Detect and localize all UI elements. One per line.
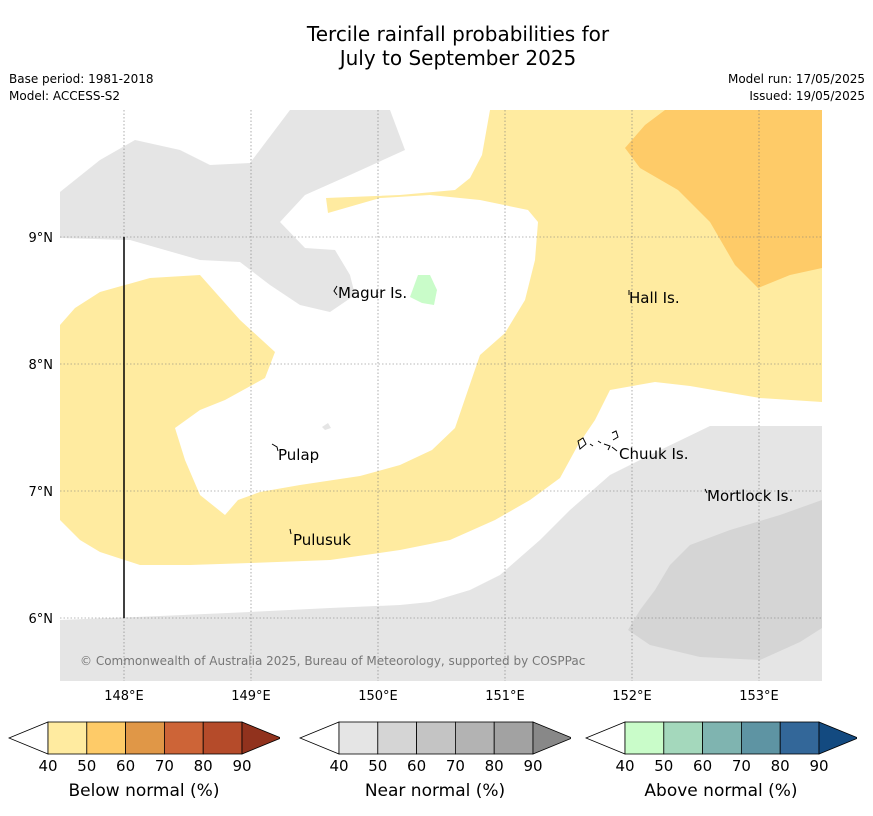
colorbar-tick-label: 70 [732,757,751,775]
colorbar-tick-label: 70 [155,757,174,775]
pulusuk-island-mark [289,528,292,535]
issued-text: Issued: 19/05/2025 [749,89,865,103]
colorbar-segment [740,721,781,755]
place-label-hall: Hall Is. [629,289,680,307]
place-label-chuuk: Chuuk Is. [619,445,688,463]
colorbar-segment [702,721,742,755]
below-normal-region-northeast [625,110,822,288]
lat-label-6: 6°N [29,612,54,627]
lat-label-8: 8°N [29,358,54,373]
place-label-pulusuk: Pulusuk [293,531,351,549]
place-label-magur: Magur Is. [338,284,407,302]
colorbar-segment [86,721,127,755]
colorbar-tick-label: 60 [116,757,135,775]
gridlines [60,110,822,681]
colorbar-tick-label: 40 [329,757,348,775]
colorbar-segment [779,721,820,755]
colorbar-below-normal: 40 50 60 70 80 90 [8,721,280,775]
colorbar-tick-label: 40 [38,757,57,775]
colorbar-segment [377,721,418,755]
below-normal-region-west [60,110,822,565]
meta-left: Base period: 1981-2018 Model: ACCESS-S2 [9,71,154,105]
island-marks [271,285,708,535]
pulap-island-mark [271,443,279,452]
colorbar-segment [125,721,165,755]
colorbar-label-near-normal: Near normal (%) [364,781,506,801]
colorbar-above-normal: 40 50 60 70 80 90 [585,721,857,775]
meta-right: Model run: 17/05/2025 Issued: 19/05/2025 [728,71,865,105]
colorbar-segment [624,721,665,755]
colorbar-tick-label: 60 [407,757,426,775]
colorbar-over-triangle [818,721,857,755]
chuuk-island-mark [577,430,619,452]
lat-label-9: 9°N [29,231,54,246]
colorbar-over-triangle [532,721,571,755]
map-figure: Magur Is. Hall Is. Pulap Chuuk Is. Mortl… [29,110,822,704]
colorbar-tick-label: 90 [523,757,542,775]
map-area [60,110,822,681]
colorbar-label-above-normal: Above normal (%) [644,781,798,801]
colorbar-segment [163,721,204,755]
colorbar-segment [663,721,704,755]
colorbar-near-normal: 40 50 60 70 80 90 [299,721,571,775]
colorbar-tick-label: 80 [485,757,504,775]
place-label-pulap: Pulap [278,446,319,464]
colorbar-tick-label: 50 [77,757,96,775]
colorbar-segment [493,721,534,755]
colorbar-segment [338,721,379,755]
colorbar-segment [202,721,243,755]
above-normal-region [410,275,437,305]
colorbar-over-triangle [241,721,280,755]
model-text: Model: ACCESS-S2 [9,89,121,103]
colorbar-under-triangle [8,721,49,755]
colorbar-tick-label: 80 [194,757,213,775]
colorbar-under-triangle [299,721,340,755]
near-normal-region-northwest [60,110,405,312]
base-period-text: Base period: 1981-2018 [9,72,154,86]
magur-island-mark [333,285,338,296]
colorbar-tick-label: 40 [615,757,634,775]
lat-label-7: 7°N [29,485,54,500]
colorbar-tick-label: 50 [654,757,673,775]
title-line-2: July to September 2025 [339,46,577,70]
lon-label-151: 151°E [485,689,525,704]
map-title: Tercile rainfall probabilities for July … [0,22,873,70]
near-normal-region-southeast [60,426,822,681]
lon-label-148: 148°E [104,689,144,704]
near-normal-region-darker [628,500,822,660]
colorbar-segment [454,721,495,755]
lon-label-149: 149°E [231,689,271,704]
place-label-mortlock: Mortlock Is. [707,487,793,505]
mortlock-island-mark [704,488,708,494]
colorbar-tick-label: 50 [368,757,387,775]
title-line-1: Tercile rainfall probabilities for [306,22,610,46]
colorbar-tick-label: 70 [446,757,465,775]
copyright-text: © Commonwealth of Australia 2025, Bureau… [80,654,585,668]
colorbar-tick-label: 80 [771,757,790,775]
colorbar-tick-label: 90 [809,757,828,775]
colorbar-tick-label: 90 [232,757,251,775]
small-islet [322,423,331,430]
colorbar-label-below-normal: Below normal (%) [68,781,220,801]
colorbar-under-triangle [585,721,626,755]
model-run-text: Model run: 17/05/2025 [727,72,865,86]
colorbar-segment [416,721,456,755]
lon-label-152: 152°E [612,689,652,704]
colorbar-tick-label: 60 [693,757,712,775]
lon-label-150: 150°E [358,689,398,704]
lon-label-153: 153°E [739,689,779,704]
colorbar-segment [47,721,88,755]
